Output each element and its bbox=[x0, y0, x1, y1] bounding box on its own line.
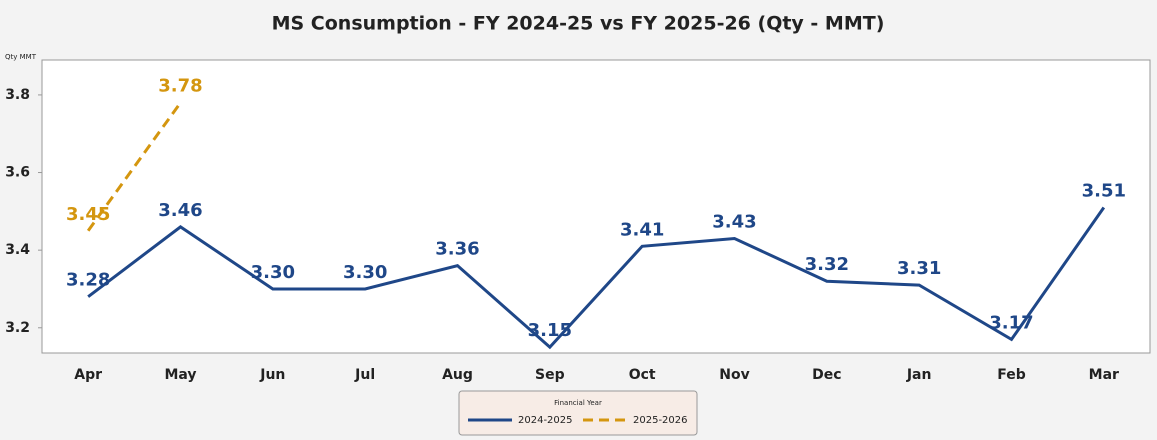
legend-box bbox=[458, 390, 698, 436]
x-tick-label: Oct bbox=[629, 367, 656, 383]
data-label: 3.78 bbox=[158, 76, 202, 97]
data-label: 3.45 bbox=[66, 204, 110, 225]
series-line bbox=[86, 101, 182, 232]
data-label: 3.51 bbox=[1082, 180, 1126, 201]
data-label: 3.31 bbox=[897, 258, 941, 279]
data-label: 3.41 bbox=[620, 219, 664, 240]
data-label: 3.36 bbox=[435, 239, 479, 260]
x-tick-label: Feb bbox=[997, 367, 1026, 383]
x-tick-label: Jun bbox=[259, 367, 285, 383]
y-tick-label: 3.6 bbox=[5, 165, 30, 181]
data-label: 3.30 bbox=[251, 262, 295, 283]
x-tick-label: Mar bbox=[1089, 367, 1119, 383]
data-label: 3.46 bbox=[158, 200, 202, 221]
y-tick-label: 3.2 bbox=[5, 320, 30, 336]
x-tick-label: May bbox=[164, 367, 196, 383]
x-tick-label: Jan bbox=[906, 367, 932, 383]
x-tick-label: Sep bbox=[535, 367, 565, 383]
data-label: 3.15 bbox=[528, 320, 572, 341]
legend-label: 2024-2025 bbox=[518, 415, 573, 426]
x-tick-label: Nov bbox=[719, 367, 749, 383]
chart-title: MS Consumption - FY 2024-25 vs FY 2025-2… bbox=[272, 13, 885, 35]
y-tick-label: 3.4 bbox=[5, 242, 30, 258]
data-label: 3.43 bbox=[712, 212, 756, 233]
x-tick-label: Jul bbox=[354, 367, 375, 383]
data-label: 3.28 bbox=[66, 270, 110, 291]
y-tick-label: 3.8 bbox=[5, 87, 30, 103]
x-tick-label: Dec bbox=[812, 367, 841, 383]
plot-area bbox=[41, 59, 1151, 354]
x-tick-label: Aug bbox=[442, 367, 473, 383]
data-label: 3.32 bbox=[805, 254, 849, 275]
data-label: 3.17 bbox=[989, 312, 1033, 333]
series-line bbox=[87, 206, 1106, 350]
legend-label: 2025-2026 bbox=[633, 415, 688, 426]
x-tick-label: Apr bbox=[74, 367, 102, 383]
y-axis-label: Qty MMT bbox=[5, 53, 37, 61]
data-label: 3.30 bbox=[343, 262, 387, 283]
legend-title: Financial Year bbox=[554, 399, 602, 407]
